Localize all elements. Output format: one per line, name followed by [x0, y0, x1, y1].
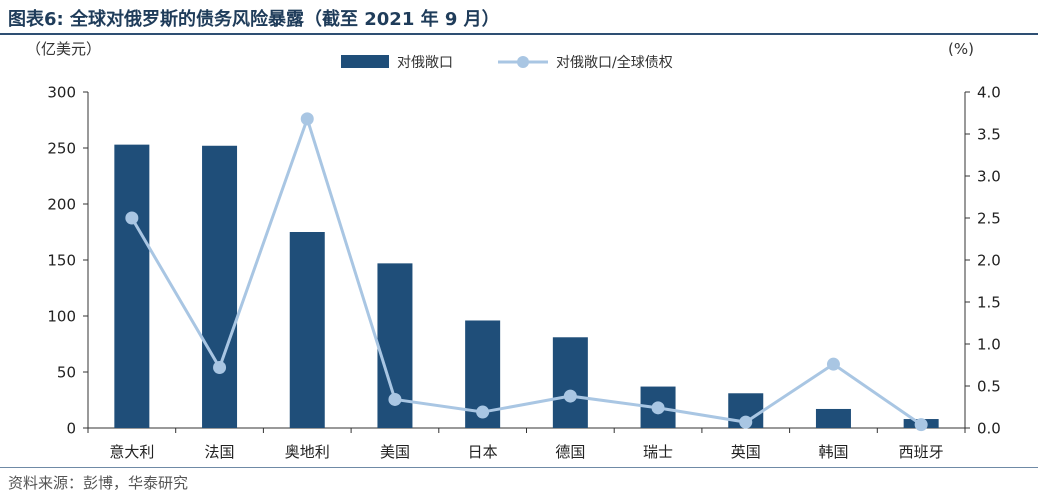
header: 图表6: 全球对俄罗斯的债务风险暴露（截至 2021 年 9 月） [0, 0, 1038, 35]
left-tick-label: 100 [47, 308, 76, 326]
line-point [388, 392, 402, 406]
right-axis-unit: (%) [948, 40, 974, 58]
left-tick-label: 300 [47, 84, 76, 102]
x-tick-label: 日本 [468, 443, 498, 461]
line-point [651, 401, 665, 415]
line-point [300, 112, 314, 126]
bar-series [114, 144, 939, 428]
line-point [914, 418, 928, 432]
right-tick-label: 0.5 [977, 378, 1001, 396]
right-tick-label: 1.0 [977, 336, 1001, 354]
axes: 0 50 100 150 200 250 300 0.0 0.5 1.0 1.5 2.0 2.5 3.0 3… [47, 84, 1001, 438]
right-tick-label: 2.5 [977, 210, 1001, 228]
legend-bar-swatch [341, 55, 389, 68]
bar [114, 144, 150, 428]
line-point [826, 357, 840, 371]
bar [552, 337, 588, 428]
x-tick-label: 韩国 [818, 443, 848, 461]
right-tick-label: 2.0 [977, 252, 1001, 270]
bar [289, 232, 325, 428]
bar [815, 408, 851, 428]
x-tick-label: 西班牙 [899, 443, 944, 461]
x-tick-label: 瑞士 [643, 443, 673, 461]
line-point [213, 361, 227, 375]
left-tick-label: 200 [47, 196, 76, 214]
x-tick-label: 德国 [555, 443, 585, 461]
left-tick-label: 50 [57, 364, 76, 382]
bar [202, 145, 238, 428]
x-tick-label: 美国 [380, 443, 410, 461]
title-rule [0, 33, 1038, 35]
right-tick-label: 3.5 [977, 126, 1001, 144]
right-tick-label: 1.5 [977, 294, 1001, 312]
left-axis-unit: （亿美元） [26, 40, 101, 58]
x-axis-labels: 意大利 法国 奥地利 美国 日本 德国 瑞士 英国 韩国 西班牙 [109, 443, 943, 461]
x-tick-label: 意大利 [109, 443, 154, 461]
ratio-line [130, 114, 923, 426]
chart: （亿美元） (%) 对俄敞口 对俄敞口/全球债权 0 50 100 150 200 250… [26, 40, 1001, 461]
x-tick-label: 奥地利 [285, 443, 330, 461]
legend-bar-label: 对俄敞口 [397, 55, 453, 71]
legend-line-label: 对俄敞口/全球债权 [556, 54, 673, 71]
line-series [125, 112, 928, 432]
right-tick-label: 0.0 [977, 420, 1001, 438]
figure-title: 图表6: 全球对俄罗斯的债务风险暴露（截至 2021 年 9 月） [8, 9, 500, 30]
line-point [476, 405, 490, 419]
line-point [739, 415, 753, 429]
source-note: 资料来源：彭博，华泰研究 [8, 474, 189, 492]
footer-rule [0, 467, 1038, 468]
right-tick-label: 4.0 [977, 84, 1001, 102]
x-tick-label: 法国 [205, 443, 235, 461]
line-point [125, 211, 139, 225]
left-tick-label: 250 [47, 140, 76, 158]
line-point [563, 389, 577, 403]
right-tick-label: 3.0 [977, 168, 1001, 186]
left-tick-label: 150 [47, 252, 76, 270]
x-tick-label: 英国 [731, 443, 761, 461]
left-tick-label: 0 [66, 420, 76, 438]
legend-line-marker [517, 56, 529, 68]
legend: 对俄敞口 对俄敞口/全球债权 [341, 54, 673, 71]
